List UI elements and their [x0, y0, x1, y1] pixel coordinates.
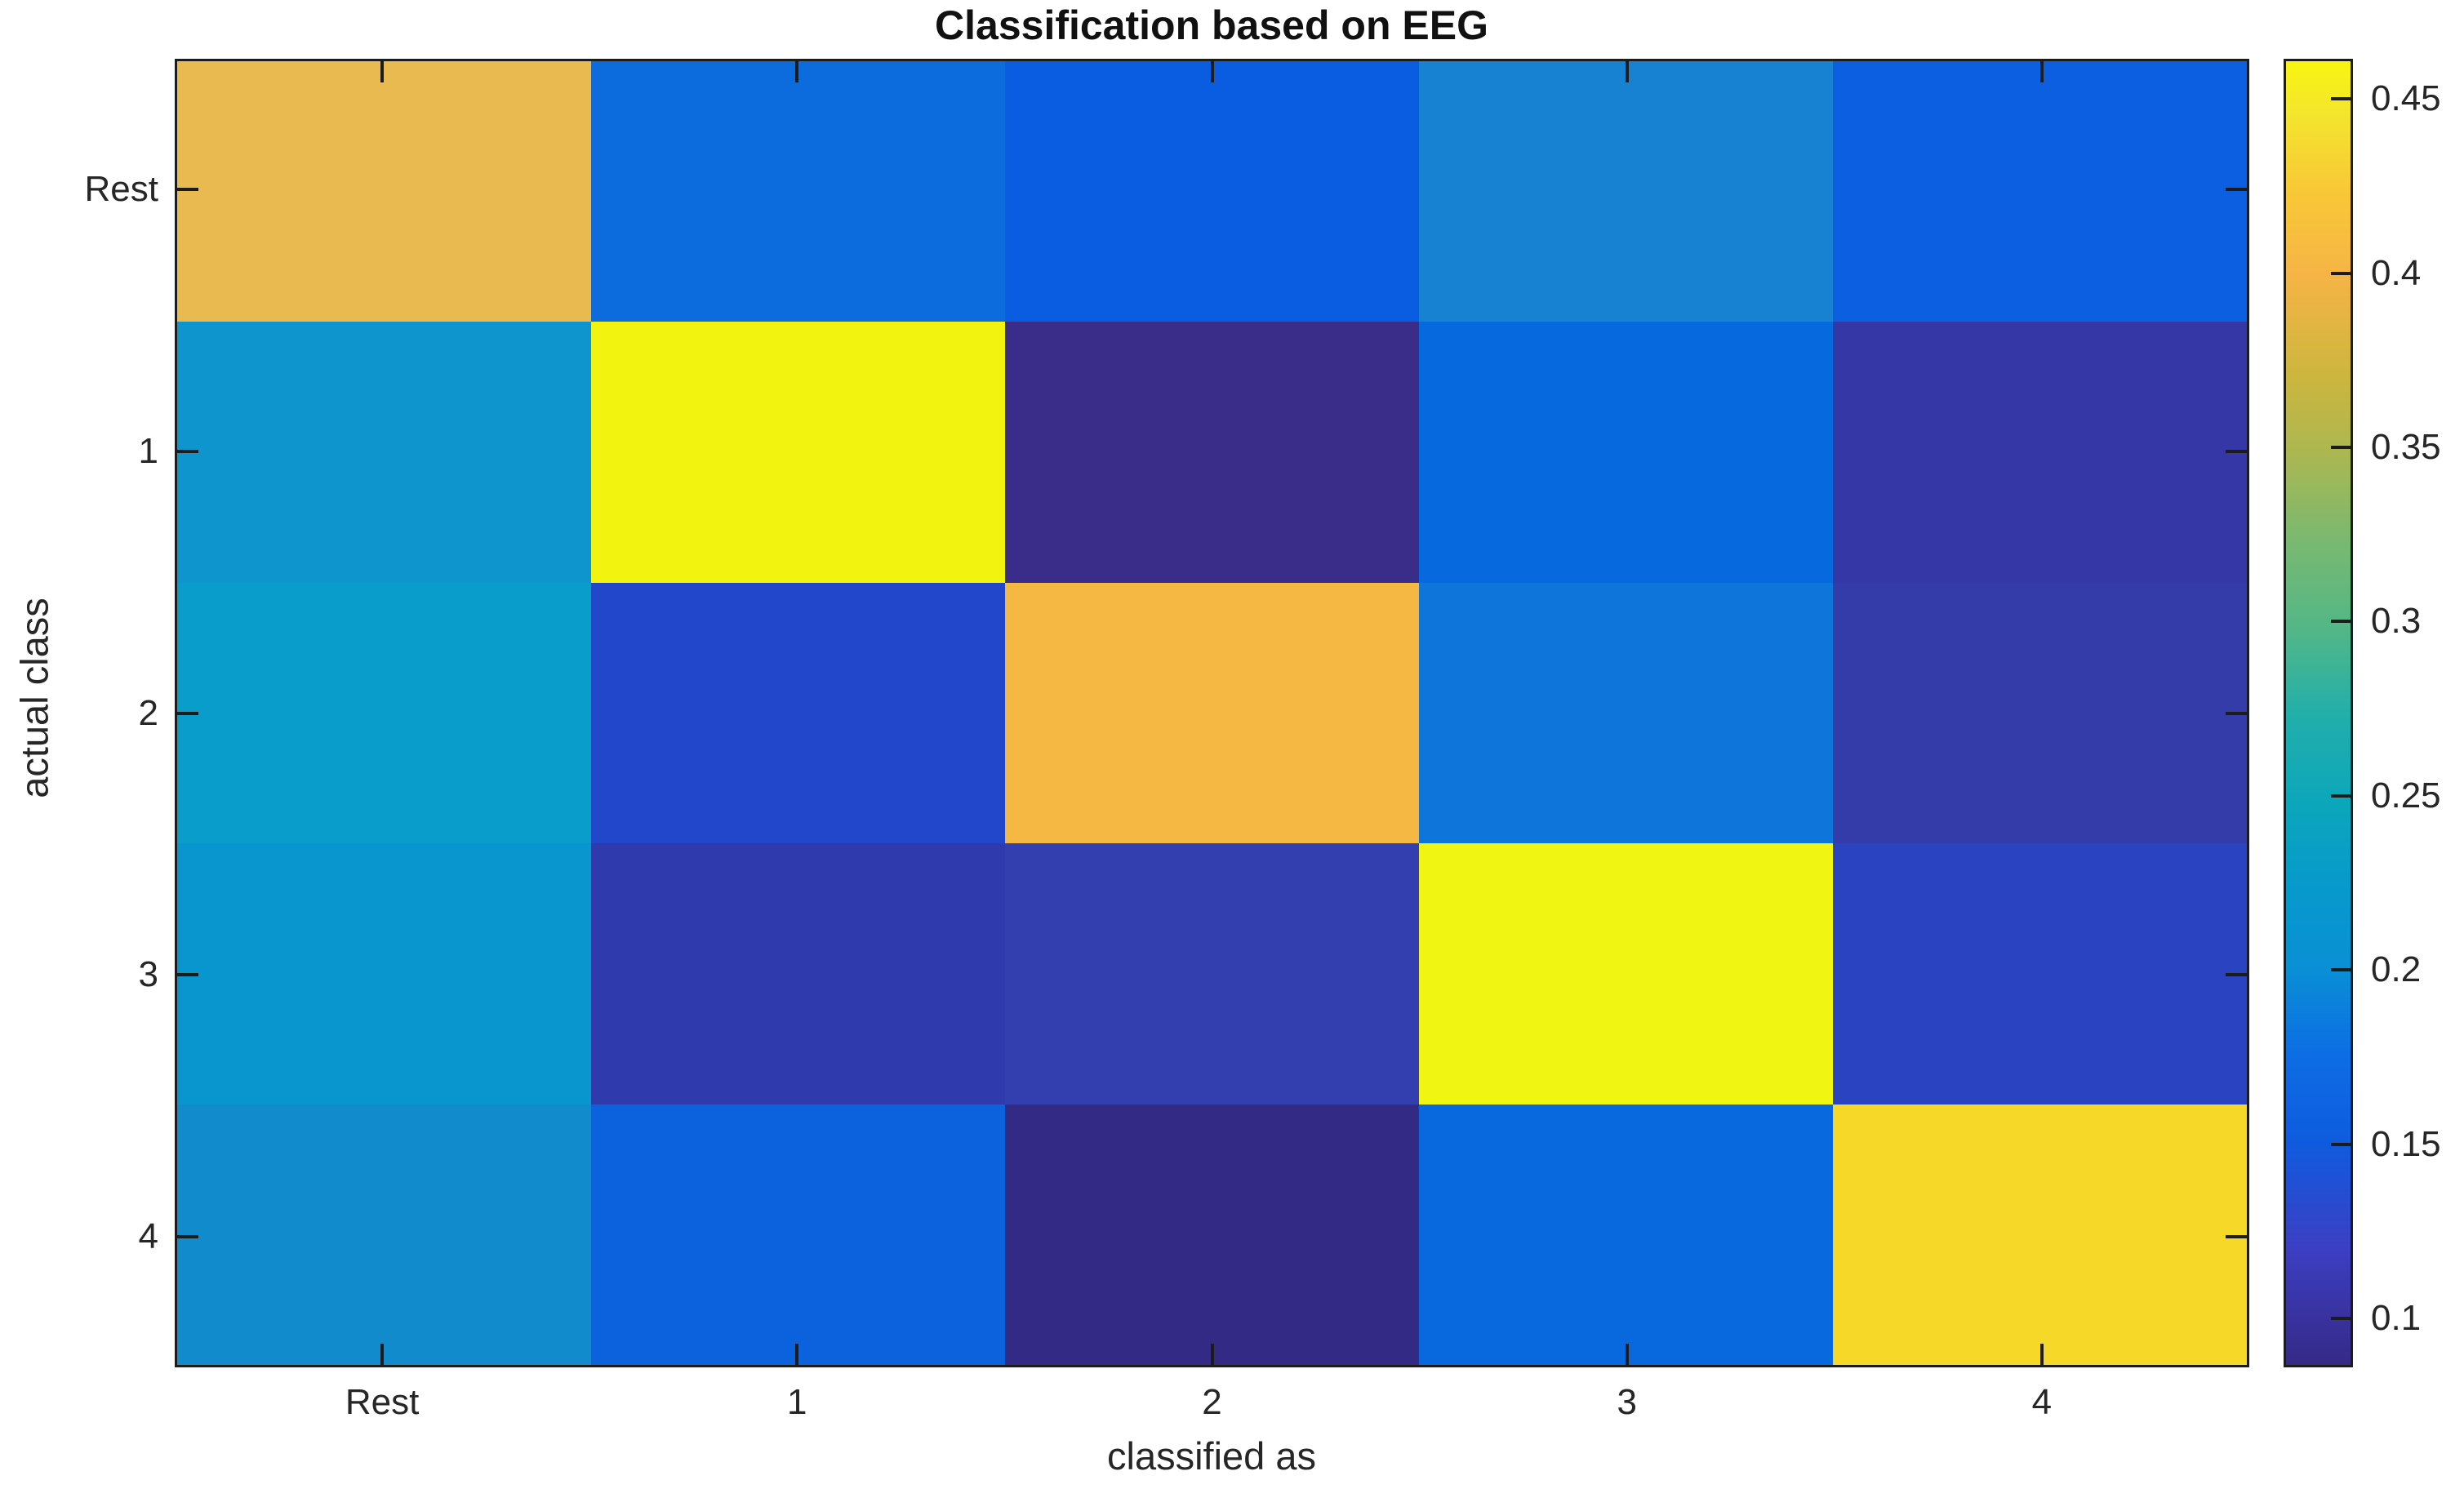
tick-mark — [1625, 1344, 1629, 1365]
colorbar-label-0.4: 0.4 — [2371, 252, 2422, 293]
tick-mark — [1210, 61, 1214, 82]
tick-mark — [177, 1234, 198, 1238]
heatmap-cell-r4c2 — [1005, 1104, 1419, 1365]
heatmap-cell-r0c1 — [591, 61, 1005, 322]
colorbar-tick-mark — [2331, 620, 2351, 624]
tick-mark — [380, 1344, 385, 1365]
heatmap-cell-r3c4 — [1833, 843, 2247, 1105]
tick-mark — [177, 711, 198, 715]
heatmap-cell-r3c2 — [1005, 843, 1419, 1105]
colorbar-tick-mark — [2331, 1142, 2351, 1146]
tick-mark — [795, 1344, 799, 1365]
x-tick-label-2: 2 — [1202, 1382, 1222, 1422]
heatmap-cell-r1c1 — [591, 322, 1005, 583]
tick-mark — [2226, 188, 2247, 192]
colorbar-tick-mark — [2331, 968, 2351, 972]
y-tick-label-rest: Rest — [84, 169, 158, 210]
heatmap-cell-r0c2 — [1005, 61, 1419, 322]
heatmap-cell-r2c3 — [1419, 582, 1833, 844]
y-axis-label: actual class — [12, 598, 56, 798]
colorbar-label-0.25: 0.25 — [2371, 775, 2441, 816]
tick-mark — [1625, 61, 1629, 82]
heatmap-cell-r2c2 — [1005, 582, 1419, 844]
colorbar-label-0.45: 0.45 — [2371, 78, 2441, 119]
y-tick-label-1: 1 — [138, 430, 158, 471]
x-tick-label-rest: Rest — [345, 1382, 420, 1422]
tick-mark — [2039, 61, 2044, 82]
tick-mark — [2226, 711, 2247, 715]
heatmap-cell-r4c3 — [1419, 1104, 1833, 1365]
tick-mark — [2226, 973, 2247, 977]
colorbar-label-0.1: 0.1 — [2371, 1298, 2422, 1339]
tick-mark — [2226, 1234, 2247, 1238]
tick-mark — [177, 973, 198, 977]
heatmap-cell-r3c3 — [1419, 843, 1833, 1105]
heatmap-cell-r1c0 — [177, 322, 591, 583]
heatmap-cells — [177, 61, 2247, 1365]
heatmap-cell-r4c0 — [177, 1104, 591, 1365]
colorbar-label-0.35: 0.35 — [2371, 426, 2441, 467]
colorbar-label-0.2: 0.2 — [2371, 949, 2422, 990]
colorbar — [2284, 59, 2353, 1367]
colorbar-tick-mark — [2331, 271, 2351, 275]
tick-mark — [380, 61, 385, 82]
x-tick-label-1: 1 — [787, 1382, 807, 1422]
tick-mark — [1210, 1344, 1214, 1365]
tick-mark — [2226, 449, 2247, 453]
tick-mark — [177, 449, 198, 453]
heatmap-cell-r4c4 — [1833, 1104, 2247, 1365]
colorbar-tick-mark — [2331, 793, 2351, 798]
colorbar-label-0.15: 0.15 — [2371, 1123, 2441, 1164]
heatmap-cell-r4c1 — [591, 1104, 1005, 1365]
colorbar-tick-mark — [2331, 97, 2351, 101]
heatmap-cell-r0c3 — [1419, 61, 1833, 322]
tick-mark — [795, 61, 799, 82]
x-axis-label: classified as — [1107, 1434, 1316, 1478]
heatmap-cell-r1c4 — [1833, 322, 2247, 583]
y-tick-label-4: 4 — [138, 1216, 158, 1256]
heatmap-cell-r0c4 — [1833, 61, 2247, 322]
heatmap-cell-r3c1 — [591, 843, 1005, 1105]
colorbar-label-0.3: 0.3 — [2371, 601, 2422, 642]
heatmap-cell-r3c0 — [177, 843, 591, 1105]
heatmap-cell-r0c0 — [177, 61, 591, 322]
colorbar-tick-mark — [2331, 1317, 2351, 1321]
heatmap-plot — [175, 59, 2249, 1367]
colorbar-tick-mark — [2331, 445, 2351, 449]
x-tick-label-4: 4 — [2031, 1382, 2053, 1422]
chart-title: Classification based on EEG — [935, 2, 1488, 48]
x-tick-label-3: 3 — [1617, 1382, 1637, 1422]
tick-mark — [177, 188, 198, 192]
heatmap-cell-r2c1 — [591, 582, 1005, 844]
y-tick-label-3: 3 — [138, 954, 158, 995]
heatmap-cell-r1c2 — [1005, 322, 1419, 583]
y-tick-label-2: 2 — [138, 692, 158, 733]
heatmap-cell-r2c4 — [1833, 582, 2247, 844]
heatmap-cell-r2c0 — [177, 582, 591, 844]
heatmap-cell-r1c3 — [1419, 322, 1833, 583]
tick-mark — [2039, 1344, 2044, 1365]
